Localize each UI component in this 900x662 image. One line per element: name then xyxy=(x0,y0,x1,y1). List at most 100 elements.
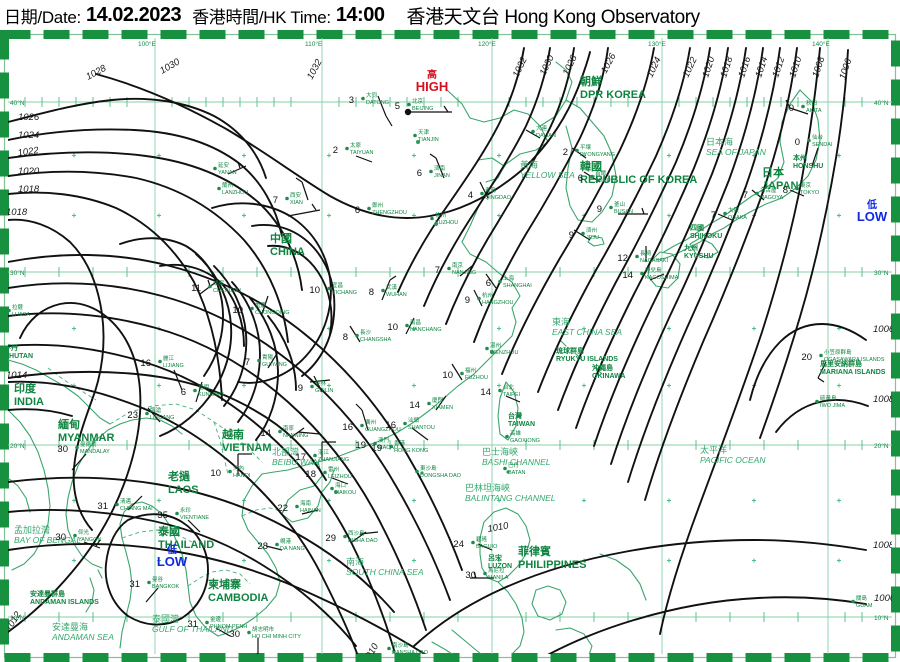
station-value: 10 xyxy=(232,305,243,316)
station-dot xyxy=(531,129,535,134)
station-name-en: LANZHOU xyxy=(222,190,248,196)
station-name-en: YANAN xyxy=(218,170,237,176)
isobar-label: 1024 xyxy=(18,130,39,141)
station-name-cn: 永珍 xyxy=(180,506,192,514)
station-name-en: NAGASAKI xyxy=(640,258,669,264)
station-name-cn: 杭州 xyxy=(482,291,493,299)
region-label-en: RYUKYU ISLANDS xyxy=(556,356,618,363)
station-value: 4 xyxy=(468,190,473,201)
station-dot xyxy=(755,191,759,196)
station-value: 9 xyxy=(465,295,470,306)
station-name-cn: 鹿兒島 xyxy=(645,266,662,274)
station-dot xyxy=(427,401,431,406)
station-name-cn: 重慶 xyxy=(255,301,267,309)
station-dot xyxy=(228,469,232,474)
station-dot xyxy=(193,388,197,393)
isobar-label: 1008 xyxy=(873,394,895,405)
station-value: 28 xyxy=(257,541,268,552)
station-name-en: XIAN xyxy=(290,200,303,206)
station-name-en: OSAKA xyxy=(728,215,747,221)
station-name-en: NANCHANG xyxy=(410,327,441,333)
region-label-en: THAILAND xyxy=(158,539,214,551)
station-value: 24 xyxy=(453,539,464,550)
station-name-cn: 小笠原群島 xyxy=(824,348,852,356)
region-label-cn: 不丹 xyxy=(4,344,18,352)
region-label-en: BHUTAN xyxy=(4,353,33,360)
station-value: 16 xyxy=(342,422,353,433)
region-label-cn: 韓國 xyxy=(580,159,602,173)
station-name-cn: 廈門 xyxy=(432,396,444,404)
station-dot xyxy=(208,284,212,289)
station-name-cn: 名古屋 xyxy=(760,186,777,194)
station-name-cn: 高雄 xyxy=(510,429,522,437)
station-value: 18 xyxy=(305,469,316,480)
region-label-en: INDIA xyxy=(14,396,44,408)
sea-label-cn: 北部灣 xyxy=(272,446,299,457)
station-dot xyxy=(250,306,254,311)
station-value: 22 xyxy=(277,503,288,514)
station-value: 6 xyxy=(486,278,491,289)
isobar-label: 1010 xyxy=(487,520,510,535)
station-name-cn: 青島 xyxy=(485,186,497,194)
region-label-cn: 老撾 xyxy=(167,469,190,483)
station-dot xyxy=(819,353,823,358)
region-label-cn: 中國 xyxy=(270,231,292,245)
pressure-centre-cn: 低 xyxy=(166,543,177,556)
region-label-cn: 菲律賓 xyxy=(518,544,551,558)
station-name-en: LIJIANG xyxy=(163,363,184,369)
station-name-en: DALIAN xyxy=(536,133,556,139)
station-name-cn: 東沙島 xyxy=(420,464,437,472)
station-value: 31 xyxy=(187,619,198,630)
station-name-en: JEJU xyxy=(586,235,599,241)
station-name-cn: 海南 xyxy=(300,499,312,507)
station-name-cn: 平壤 xyxy=(580,143,592,151)
region-label-cn: 印度 xyxy=(14,381,37,395)
region-label-en: VIETNAM xyxy=(222,442,272,454)
station-name-en: HONG KONG xyxy=(394,448,428,454)
pressure-centre-en: LOW xyxy=(857,209,888,224)
time-label: 香港時間/HK Time: xyxy=(192,7,331,27)
station-name-cn: 秋田 xyxy=(806,99,817,107)
station-dot xyxy=(403,421,407,426)
station-dot xyxy=(381,288,385,293)
station-name-en: YICHANG xyxy=(332,290,357,296)
sea-label-cn: 日本海 xyxy=(706,136,733,147)
isobar-label: 1020 xyxy=(18,166,40,177)
longitude-label: 130°E xyxy=(648,40,666,48)
station-name-cn: 西沙島 xyxy=(348,529,365,537)
pressure-centre-cn: 高 xyxy=(427,68,437,81)
station-dot xyxy=(723,211,727,216)
station-dot xyxy=(498,388,502,393)
station-dot xyxy=(503,466,507,471)
station-value: 2 xyxy=(563,147,568,158)
station-name-cn: 溫州 xyxy=(490,341,501,349)
station-name-en: WUHAN xyxy=(386,292,407,298)
latitude-label: 10°N xyxy=(874,614,889,622)
national-borders xyxy=(47,367,285,587)
station-name-en: GUILIN xyxy=(315,388,333,394)
station-name-cn: 南寧 xyxy=(283,424,295,432)
time-value: 14:00 xyxy=(335,3,385,26)
station-name-cn: 臨滄 xyxy=(150,406,162,414)
station-dot xyxy=(115,502,119,507)
station-name-cn: 廣州 xyxy=(365,418,376,426)
surface-analysis-chart: 100°E110°E120°E130°E140°E100°E110°E120°E… xyxy=(0,30,900,662)
region-label-cn: 台灣 xyxy=(508,411,522,420)
station-name-cn: 碧瑤 xyxy=(476,535,488,543)
station-dot xyxy=(483,571,487,576)
region-label-en: REPUBLIC OF KOREA xyxy=(580,174,697,186)
sea-label-cn: 黃海 xyxy=(520,159,538,170)
station-value: 30 xyxy=(465,570,476,581)
station-dot xyxy=(581,231,585,236)
station-dot xyxy=(389,444,393,449)
region-label-en: ANDAMAN ISLANDS xyxy=(30,599,99,606)
station-value: 7 xyxy=(743,190,748,201)
station-name-en: GUANGZHOU xyxy=(365,427,401,433)
station-dot xyxy=(295,504,299,509)
station-name-cn: 徐州 xyxy=(435,211,446,219)
longitude-label: 140°E xyxy=(812,40,830,48)
station-name-en: ZHANJIANG xyxy=(318,457,349,463)
region-label-cn: 越南 xyxy=(221,427,244,441)
station-name-en: OGASAWARA ISLANDS xyxy=(824,357,885,363)
